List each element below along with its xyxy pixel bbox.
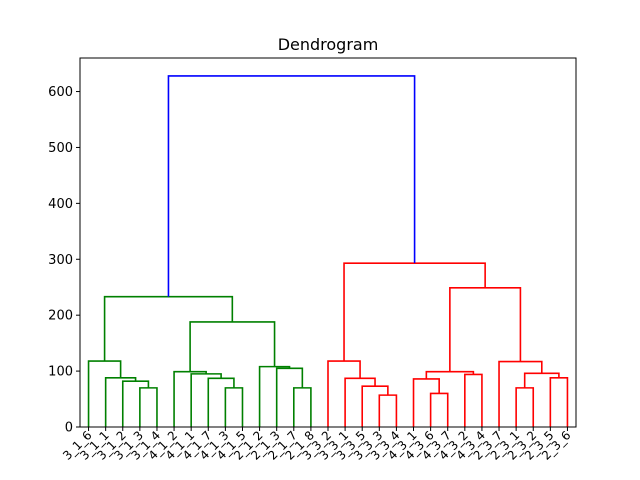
y-tick-label: 100 (48, 365, 73, 380)
y-tick-label: 500 (48, 141, 73, 156)
dendrogram-link-n (378, 394, 398, 427)
dendrogram-links (87, 75, 569, 427)
y-tick-label: 0 (65, 421, 73, 436)
dendrogram-link-r (429, 392, 449, 427)
dendrogram-link-i (292, 387, 312, 427)
dendrogram-link-e (224, 387, 244, 427)
dendrogram-link-m (103, 295, 234, 362)
y-axis: 0 100 200 300 400 500 600 (48, 85, 80, 436)
dendrogram-link-root (167, 75, 416, 297)
chart-title: Dendrogram (278, 35, 379, 54)
dendrogram-link-a (139, 387, 158, 427)
dendrogram-link-b (121, 380, 150, 427)
dendrogram-link-l (189, 321, 276, 372)
y-tick-label: 400 (48, 197, 73, 212)
plot-frame (79, 57, 577, 428)
y-tick-label: 200 (48, 309, 73, 324)
y-tick-label: 300 (48, 253, 73, 268)
y-tick-label: 600 (48, 85, 73, 100)
dendrogram-link-v (515, 387, 535, 427)
